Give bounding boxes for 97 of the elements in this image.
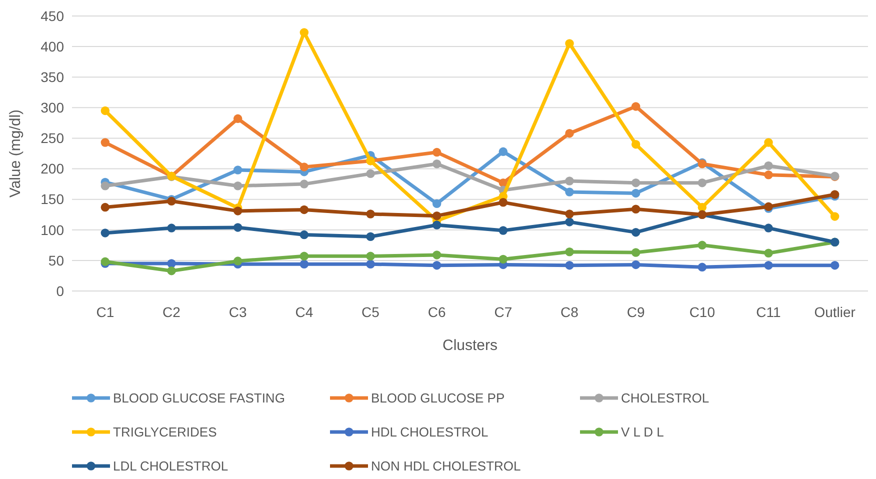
point — [764, 260, 773, 270]
point — [565, 39, 574, 48]
point — [830, 212, 840, 221]
point — [366, 232, 375, 241]
point — [100, 202, 110, 212]
point — [764, 138, 773, 147]
point — [300, 205, 309, 214]
point — [764, 161, 773, 170]
point — [167, 224, 176, 232]
point — [100, 138, 110, 147]
y-tick-label: 50 — [48, 252, 64, 268]
point — [498, 198, 508, 207]
point — [631, 140, 640, 149]
x-tick-label: C6 — [428, 304, 446, 320]
point — [498, 254, 508, 264]
point — [366, 169, 375, 178]
point — [432, 211, 442, 220]
y-tick-label: 400 — [40, 38, 64, 54]
point — [631, 228, 640, 237]
legend-label: HDL CHOLESTROL — [371, 424, 488, 440]
legend-label: CHOLESTROL — [621, 390, 710, 406]
x-tick-label: C1 — [96, 304, 114, 320]
point — [432, 250, 442, 260]
point — [764, 170, 773, 180]
point — [631, 102, 640, 111]
point — [432, 199, 442, 208]
y-tick-label: 100 — [40, 222, 64, 238]
point — [631, 204, 640, 214]
x-tick-label: C11 — [756, 304, 782, 320]
point — [631, 188, 640, 198]
x-tick-label: C10 — [689, 304, 716, 320]
point — [233, 182, 242, 190]
legend-label: NON HDL CHOLESTROL — [371, 458, 521, 474]
y-tick-label: 350 — [40, 69, 64, 86]
point — [233, 256, 242, 266]
y-tick-label: 300 — [40, 100, 64, 116]
point — [300, 252, 309, 261]
x-tick-label: C3 — [228, 304, 247, 320]
point — [300, 28, 309, 37]
point — [565, 188, 574, 196]
point — [432, 160, 442, 168]
point — [233, 223, 242, 232]
x-tick-label: Outlier — [814, 304, 856, 320]
point — [698, 178, 707, 188]
x-axis-title: Clusters — [442, 337, 498, 354]
x-tick-label: C2 — [162, 304, 181, 320]
y-tick-label: 0 — [56, 282, 64, 299]
y-tick-label: 200 — [40, 160, 64, 177]
point — [100, 182, 110, 190]
legend-label: LDL CHOLESTROL — [113, 458, 228, 474]
x-tick-label: C8 — [560, 304, 579, 320]
point — [167, 266, 176, 276]
y-tick-label: 250 — [40, 130, 64, 146]
point — [698, 240, 707, 250]
y-tick-label: 150 — [40, 191, 64, 208]
point — [233, 206, 242, 216]
legend-label: TRIGLYCERIDES — [113, 424, 218, 440]
point — [631, 260, 640, 270]
point — [565, 176, 574, 186]
legend-label: V L D L — [621, 424, 664, 440]
point — [830, 260, 840, 270]
point — [100, 228, 110, 238]
point — [233, 114, 242, 124]
point — [698, 262, 707, 272]
point — [565, 248, 574, 256]
point — [565, 210, 574, 218]
point — [565, 260, 574, 270]
legend-label: BLOOD GLUCOSE FASTING — [113, 390, 285, 406]
point — [100, 106, 110, 116]
legend-label: BLOOD GLUCOSE PP — [371, 390, 505, 406]
x-tick-label: C4 — [295, 304, 314, 320]
point — [631, 178, 640, 188]
point — [498, 226, 508, 235]
point — [366, 210, 375, 218]
point — [764, 224, 773, 232]
point — [764, 248, 773, 258]
point — [300, 162, 309, 172]
point — [565, 128, 574, 138]
point — [631, 248, 640, 257]
y-tick-label: 450 — [40, 8, 64, 24]
x-tick-label: C9 — [626, 304, 645, 320]
point — [233, 166, 242, 174]
point — [498, 147, 508, 156]
point — [432, 148, 442, 157]
x-tick-label: C7 — [494, 304, 512, 320]
point — [300, 260, 309, 268]
y-axis-title: Value (mg/dl) — [7, 109, 24, 198]
point — [698, 202, 707, 212]
point — [366, 260, 375, 268]
point — [432, 220, 442, 230]
point — [366, 252, 375, 261]
point — [432, 260, 442, 270]
point — [565, 218, 574, 226]
point — [167, 259, 176, 268]
point — [300, 230, 309, 240]
point — [300, 180, 309, 188]
x-tick-label: C5 — [362, 304, 380, 320]
